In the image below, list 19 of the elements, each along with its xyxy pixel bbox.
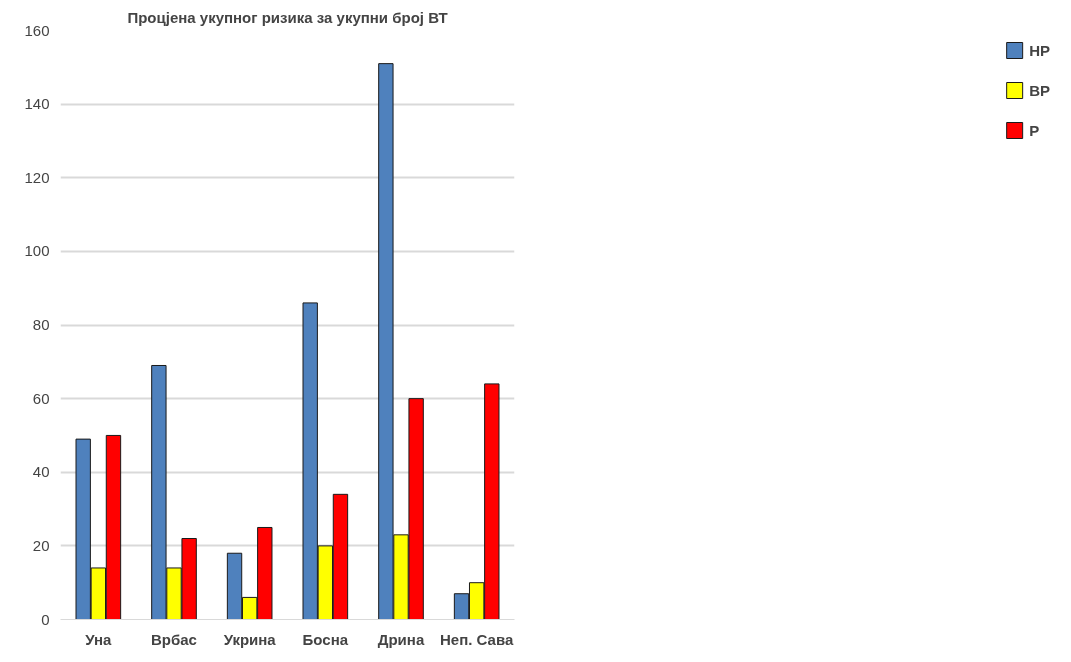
legend-label: Р bbox=[1029, 121, 1041, 139]
x-tick-label: Босна bbox=[302, 630, 349, 648]
y-tick-label: 20 bbox=[32, 536, 50, 554]
x-tick-label: Дрина bbox=[377, 630, 425, 648]
y-tick-label: 40 bbox=[32, 463, 50, 481]
x-tick-label: Укрина bbox=[223, 630, 277, 648]
x-tick-label: Врбас bbox=[151, 630, 197, 648]
chart-title: Процјена укупног ризика за укупни број ВТ bbox=[127, 8, 448, 26]
y-tick-label: 160 bbox=[24, 21, 50, 39]
y-tick-label: 80 bbox=[32, 316, 50, 333]
y-tick-label: 60 bbox=[32, 389, 50, 407]
legend-label: ВР bbox=[1029, 81, 1050, 99]
y-tick-label: 100 bbox=[24, 242, 50, 260]
legend-label: НР bbox=[1029, 41, 1050, 59]
x-tick-label: Неп. Сава bbox=[440, 630, 514, 648]
y-tick-label: 0 bbox=[41, 610, 50, 628]
y-tick-label: 120 bbox=[24, 168, 50, 186]
x-tick-label: Уна bbox=[85, 630, 113, 648]
y-tick-label: 140 bbox=[24, 95, 50, 113]
